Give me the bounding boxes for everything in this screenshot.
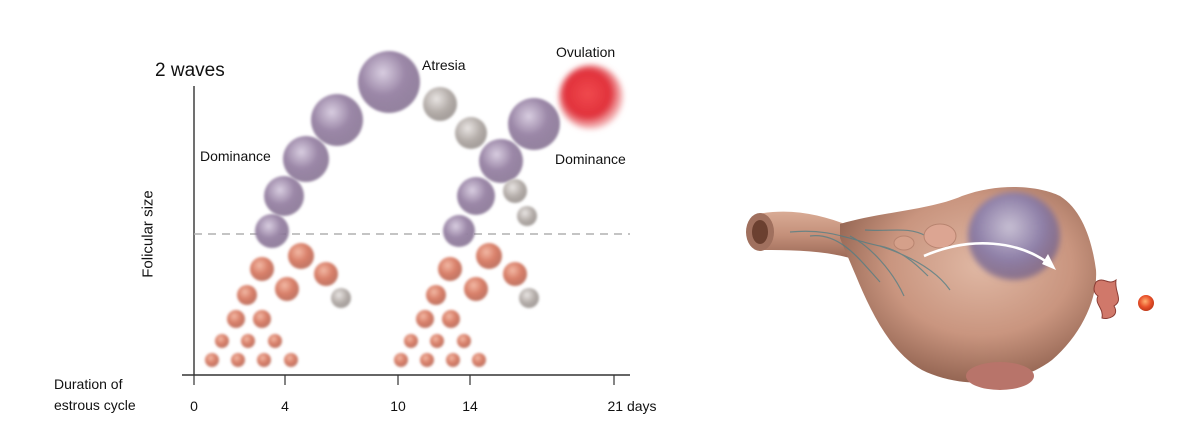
small-follicle: [503, 262, 527, 286]
follicular-waves-diagram: 2 waves Folicular size Duration of estro…: [54, 44, 657, 414]
ovary-illustration: [700, 0, 1184, 421]
dominant-follicle: [264, 176, 304, 216]
ovulatory-follicle: [559, 65, 623, 129]
small-follicle: [416, 310, 434, 328]
small-follicle: [923, 223, 957, 249]
small-follicle: [227, 310, 245, 328]
x-tick-label-0: 0: [190, 398, 198, 414]
small-follicle: [215, 334, 229, 348]
annotation-ovulation: Ovulation: [556, 44, 616, 60]
small-follicle: [420, 353, 434, 367]
small-follicle: [472, 353, 486, 367]
small-follicle: [284, 353, 298, 367]
small-follicle: [241, 334, 255, 348]
atretic-follicle: [517, 206, 537, 226]
atretic-follicle: [519, 288, 539, 308]
small-follicle: [394, 353, 408, 367]
x-tick-label-21-days: 21 days: [607, 398, 657, 414]
dominant-follicle: [479, 139, 523, 183]
dominant-follicle: [358, 51, 420, 113]
small-follicle: [457, 334, 471, 348]
small-follicle: [250, 257, 274, 281]
arrow-head-icon: [1042, 254, 1056, 270]
small-follicle: [257, 353, 271, 367]
dominant-follicle: [508, 98, 560, 150]
dominant-follicle: [443, 215, 475, 247]
rupture-site: [1093, 278, 1119, 319]
dominant-follicle: [283, 136, 329, 182]
y-axis-label: Folicular size: [139, 190, 157, 278]
dominant-follicle: [968, 192, 1060, 280]
x-tick-label-10: 10: [390, 398, 406, 414]
atretic-follicle: [331, 288, 351, 308]
small-follicle: [268, 334, 282, 348]
small-follicle: [237, 285, 257, 305]
small-follicle: [205, 353, 219, 367]
x-tick-label-14: 14: [462, 398, 478, 414]
annotation-atresia: Atresia: [422, 57, 466, 73]
x-axis-label-line1: Duration of: [54, 376, 123, 392]
dominant-follicle: [311, 94, 363, 146]
ovary-bottom-bulge: [966, 362, 1034, 390]
x-tick-label-4: 4: [281, 398, 289, 414]
small-follicle: [404, 334, 418, 348]
blood-vessels: [789, 229, 951, 297]
dominant-follicle: [457, 177, 495, 215]
atretic-follicle: [455, 117, 487, 149]
small-follicle: [893, 235, 915, 251]
ovary-canvas: [746, 186, 1154, 390]
x-axis-label-line2: estrous cycle: [54, 397, 136, 413]
small-follicle: [426, 285, 446, 305]
atretic-follicle: [503, 179, 527, 203]
ovary-body: [840, 186, 1097, 383]
annotation-dominance-second-wave: Dominance: [555, 151, 626, 167]
atretic-follicle: [423, 87, 457, 121]
small-follicle: [253, 310, 271, 328]
small-follicle: [442, 310, 460, 328]
oviduct-tube: [758, 211, 850, 258]
follicles-group: [205, 51, 623, 367]
tube-lumen-icon: [752, 220, 768, 244]
small-follicle: [430, 334, 444, 348]
waves-canvas: [182, 51, 630, 385]
diagram-title: 2 waves: [155, 60, 225, 81]
small-follicle: [231, 353, 245, 367]
small-follicle: [446, 353, 460, 367]
annotation-dominance-first-wave: Dominance: [200, 148, 271, 164]
small-follicle: [438, 257, 462, 281]
small-follicle: [288, 243, 314, 269]
dominant-follicle: [255, 214, 289, 248]
small-follicle: [464, 277, 488, 301]
released-oocyte: [1138, 295, 1154, 311]
small-follicle: [476, 243, 502, 269]
small-follicle: [275, 277, 299, 301]
ovulation-arrow: [923, 242, 1053, 268]
small-follicle: [314, 262, 338, 286]
